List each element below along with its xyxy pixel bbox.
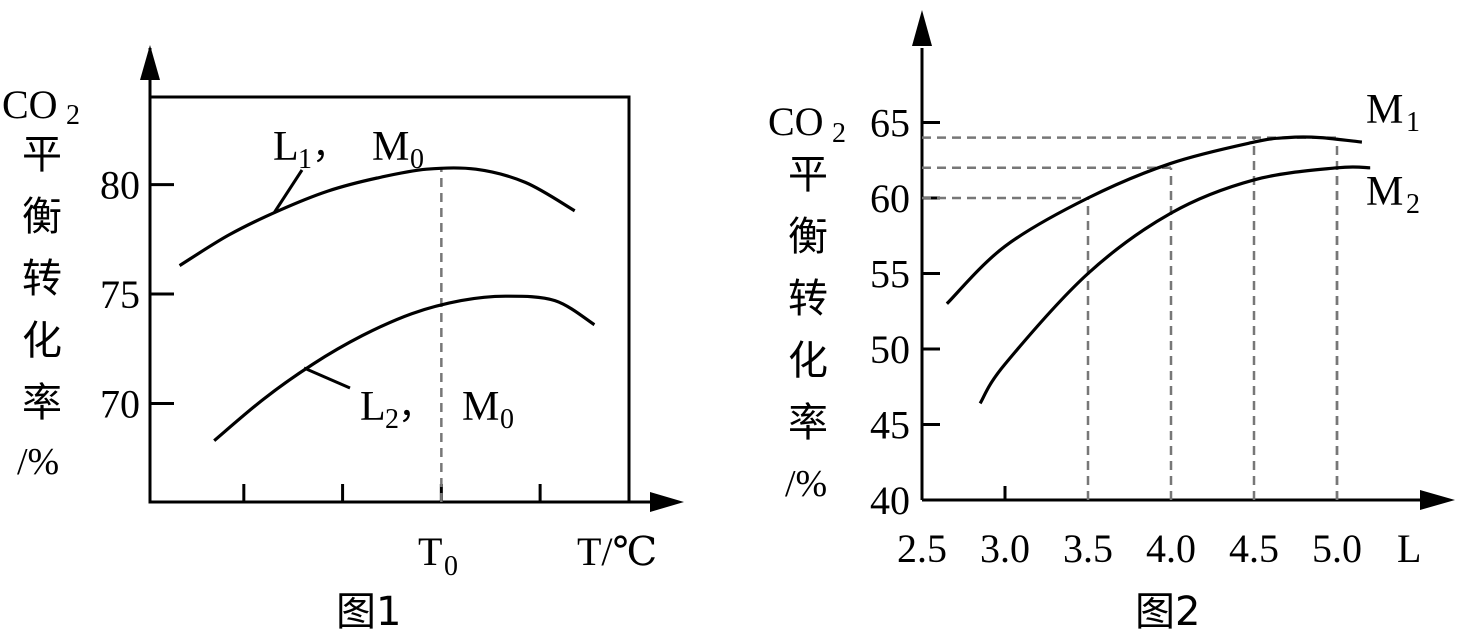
chart-2-x-arrowhead (1420, 490, 1455, 510)
chart-1-series (178, 166, 596, 442)
chart-1-series-label-2-sep: ， (398, 386, 434, 427)
chart-1-series-label-2-ls: 2 (385, 404, 399, 435)
chart-2-xtick-label: 2.5 (897, 526, 947, 571)
chart-2-ylabel-char: 率 (788, 400, 828, 446)
chart-2-xtick-label: 4.5 (1229, 526, 1279, 571)
chart-2-yticks: 65 60 55 50 45 40 (870, 101, 940, 523)
chart-2-series-label-2-m: M (1366, 169, 1403, 215)
chart-2-ytick-label: 60 (870, 176, 910, 221)
chart-1-series-label-1-ms: 0 (410, 144, 424, 175)
chart-1-series-label-1-sep: ， (312, 126, 348, 167)
chart-1-leader-2 (303, 366, 351, 390)
chart-1-series-label-1-ls: 1 (298, 144, 312, 175)
chart-2-series-label-2-ms: 2 (1406, 189, 1420, 220)
chart-1-ylabel-char: 化 (22, 318, 62, 364)
chart-2-ytick-label: 50 (870, 327, 910, 372)
chart-2-ylabel-co: CO (768, 99, 824, 144)
chart-1-ylabel-unit: /% (17, 441, 59, 483)
chart-1-ylabel-char: 衡 (22, 194, 62, 240)
chart-2-ytick-label: 40 (870, 478, 910, 523)
chart-2-ylabel-sub: 2 (832, 118, 846, 149)
chart-1-ytick-label: 80 (100, 163, 140, 208)
chart-2-ylabel-char: 平 (788, 152, 828, 198)
chart-1-series-line-1 (178, 166, 576, 267)
chart-1-series-label-2-l: L (360, 384, 386, 430)
chart-1-ylabel-co: CO (2, 82, 58, 127)
chart-1-ylabel-char: 平 (22, 132, 62, 178)
chart-1-ylabel-sub: 2 (66, 100, 80, 131)
chart-2-ytick-label: 65 (870, 101, 910, 146)
chart-1-ylabel-char: 转 (22, 256, 62, 302)
chart-1-series-label-1-l: L (273, 124, 299, 170)
chart-2-series-label-1-m: M (1366, 87, 1403, 133)
chart-2-ylabel-char: 转 (788, 276, 828, 322)
chart-1-series-label-2: L 2 ， M 0 (303, 366, 514, 435)
chart-1-ytick-label: 70 (100, 381, 140, 426)
chart-1-xlabel: T/℃ (577, 529, 657, 574)
chart-2-series-label-2: M 2 (1366, 169, 1420, 220)
chart-1-xticks (242, 484, 542, 502)
chart-2-y-arrowhead (912, 10, 932, 46)
chart-1-xmark-sub: 0 (444, 551, 458, 582)
chart-1-yticks: 80 75 70 (100, 163, 174, 426)
chart-1-y-arrowhead (140, 45, 160, 80)
chart-2-xtick-label: 3.5 (1063, 526, 1113, 571)
chart-1-series-label-2-m: M (462, 384, 499, 430)
chart-1-ylabel-char: 率 (22, 380, 62, 426)
chart-2-series-line-1 (945, 135, 1363, 305)
chart-1-caption: 图1 (336, 589, 401, 635)
chart-2-caption: 图2 (1135, 589, 1200, 635)
chart-2-series (945, 135, 1371, 405)
chart-2-ylabel-unit: /% (785, 463, 827, 505)
chart-2-xticks: 2.5 3.0 3.5 4.0 4.5 5.0 (897, 486, 1362, 571)
chart-2-series-line-2 (978, 165, 1371, 405)
chart-1-series-label-1: L 1 ， M 0 (272, 124, 424, 214)
chart-2-ytick-label: 55 (870, 252, 910, 297)
chart-2-xlabel: L (1397, 526, 1421, 571)
chart-1-series-label-2-ms: 0 (500, 404, 514, 435)
chart-2-ylabel-char: 化 (788, 338, 828, 384)
chart-2-xtick-label: 4.0 (1146, 526, 1196, 571)
chart-2-series-label-1-ms: 1 (1406, 107, 1420, 138)
chart-1-frame (148, 95, 631, 504)
chart-2: 65 60 55 50 45 40 2.5 3.0 3.5 4.0 4.5 5.0 CO 2 平衡转… (768, 10, 1455, 635)
chart-1-leader-1 (272, 169, 304, 214)
chart-2-ytick-label: 45 (870, 403, 910, 448)
chart-2-ylabel-char: 衡 (788, 214, 828, 260)
chart-2-series-label-1: M 1 (1366, 87, 1420, 138)
chart-2-xtick-label: 5.0 (1312, 526, 1362, 571)
chart-1-series-line-2 (213, 294, 596, 442)
chart-2-guides (922, 136, 1339, 500)
chart-1-ytick-label: 75 (100, 272, 140, 317)
chart-1-xmark-label: T (418, 529, 442, 574)
chart-1-x-arrowhead (650, 492, 684, 512)
chart-2-xtick-label: 3.0 (980, 526, 1030, 571)
chart-1-series-label-1-m: M (372, 124, 409, 170)
